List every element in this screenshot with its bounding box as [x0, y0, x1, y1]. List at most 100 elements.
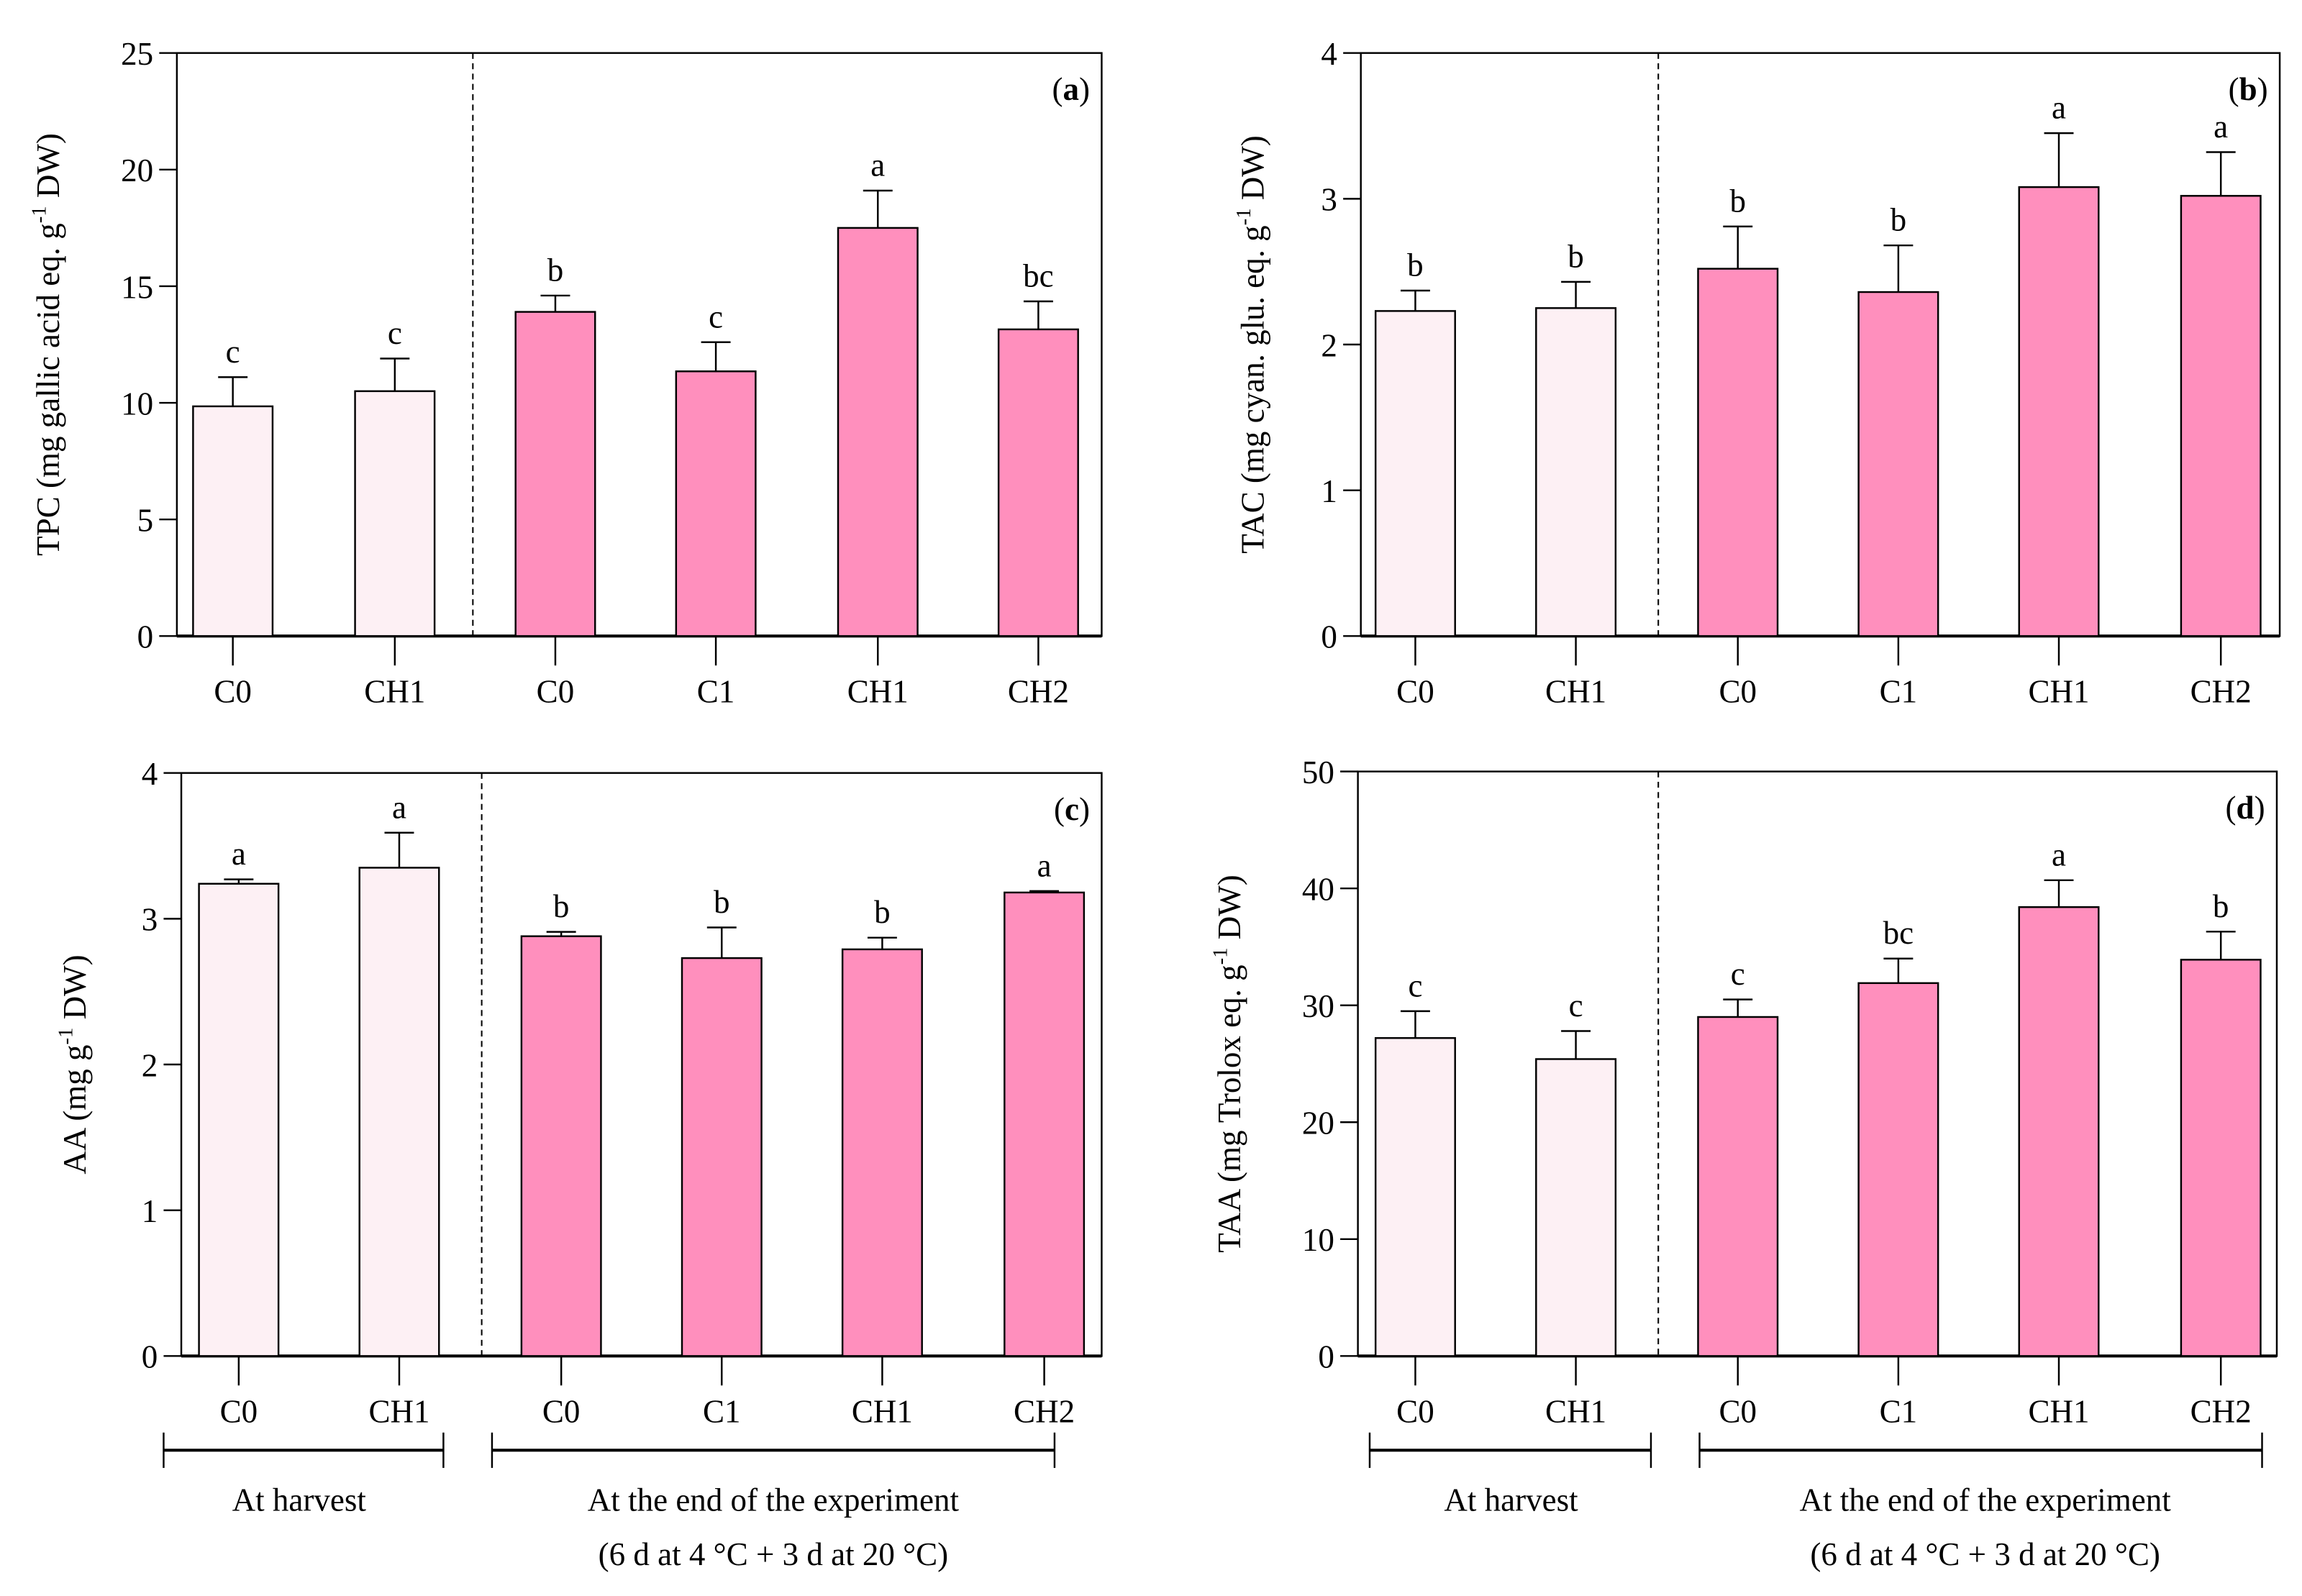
- y-label-superscript: -1: [55, 1028, 78, 1045]
- x-tick-label: CH1: [364, 673, 425, 709]
- bar-c1: [1857, 982, 1939, 1357]
- x-tick-label: CH1: [1545, 673, 1606, 709]
- plot-frame: [1357, 770, 2278, 1357]
- bar-c1: [1857, 291, 1939, 637]
- bar-ch1: [1535, 1058, 1617, 1357]
- panel-letter: a: [1063, 71, 1080, 107]
- y-label-text: TAA (mg Trolox eq. g: [1211, 965, 1247, 1252]
- significance-letter: c: [226, 334, 240, 370]
- y-label-superscript: -1: [28, 206, 51, 223]
- x-tick-label: CH2: [2190, 673, 2252, 709]
- y-label-superscript: -1: [1209, 948, 1232, 965]
- y-label-unit: DW): [1235, 135, 1271, 208]
- plot-frame: [176, 52, 1103, 637]
- y-axis-label: AA (mg g-1 DW): [55, 954, 93, 1174]
- group-brackets: At harvest At the end of the experiment (6…: [163, 1432, 2263, 1572]
- y-tick-label: 5: [137, 503, 154, 539]
- group-label-end-conditions: (6 d at 4 °C + 3 d at 20 °C): [1810, 1536, 2160, 1572]
- x-tick-label: C1: [1880, 1393, 1918, 1429]
- panel-label: (c): [1054, 791, 1090, 827]
- bar-ch1: [841, 948, 923, 1357]
- x-tick-label: C0: [1719, 673, 1757, 709]
- significance-letter: c: [1731, 956, 1745, 992]
- panel-label: (d): [2226, 790, 2265, 826]
- x-tick-label: C0: [542, 1393, 581, 1429]
- plot-frame: [1360, 52, 2281, 637]
- x-tick-label: C0: [1396, 1393, 1434, 1429]
- significance-letter: c: [388, 315, 402, 351]
- significance-letter: a: [870, 147, 885, 183]
- y-tick-label: 3: [142, 902, 158, 938]
- bar-c0: [520, 935, 602, 1357]
- y-tick-label: 3: [1321, 182, 1337, 218]
- y-label-unit: DW): [57, 954, 93, 1027]
- y-label-text: TPC (mg gallic acid eq. g: [30, 223, 66, 556]
- bar-c0: [1697, 268, 1779, 637]
- panel-letter: c: [1065, 791, 1079, 827]
- y-tick-label: 10: [1302, 1222, 1334, 1258]
- x-tick-label: C0: [214, 673, 252, 709]
- y-axis-label: TPC (mg gallic acid eq. g-1 DW): [28, 133, 66, 556]
- y-tick-label: 2: [1321, 327, 1337, 363]
- bar-ch2: [2180, 959, 2262, 1357]
- bar-c0: [514, 311, 596, 637]
- significance-letter: c: [709, 298, 723, 334]
- significance-letter: c: [1408, 967, 1422, 1003]
- significance-letter: bc: [1023, 258, 1054, 294]
- y-tick-label: 1: [1321, 473, 1337, 509]
- panel-a: 0 5 10 15 20 25 TPC (mg gallic acid eq. g-1 DW…: [28, 36, 1103, 709]
- x-tick-label: CH1: [368, 1393, 429, 1429]
- y-axis-label: TAA (mg Trolox eq. g-1 DW): [1209, 875, 1247, 1252]
- y-label-unit: DW): [1211, 875, 1247, 947]
- bar-ch1: [837, 227, 919, 637]
- bar-ch2: [1004, 891, 1086, 1357]
- x-tick-label: CH1: [847, 673, 909, 709]
- y-tick-label: 4: [1321, 36, 1337, 72]
- y-tick-label: 25: [121, 36, 153, 72]
- x-tick-label: CH1: [1545, 1393, 1606, 1429]
- significance-letter: b: [553, 888, 570, 924]
- y-tick-label: 40: [1302, 872, 1334, 908]
- significance-letter: b: [547, 252, 564, 288]
- y-tick-label: 2: [142, 1047, 158, 1083]
- significance-letter: b: [1407, 247, 1424, 283]
- bar-c1: [681, 957, 763, 1357]
- group-label-end: At the end of the experiment: [1800, 1482, 2172, 1518]
- y-tick-label: 30: [1302, 988, 1334, 1024]
- y-tick-label: 0: [137, 619, 154, 655]
- panel-label: (b): [2229, 71, 2268, 107]
- bar-ch1: [1535, 307, 1617, 637]
- y-tick-label: 10: [121, 386, 153, 421]
- y-tick-label: 4: [142, 756, 158, 792]
- y-tick-label: 20: [1302, 1105, 1334, 1141]
- y-tick-label: 1: [142, 1193, 158, 1229]
- x-tick-label: CH1: [2028, 673, 2089, 709]
- group-label-end: At the end of the experiment: [588, 1482, 960, 1518]
- plot-frame: [180, 772, 1103, 1357]
- x-tick-label: CH1: [2028, 1393, 2089, 1429]
- significance-letter: b: [1891, 202, 1907, 238]
- panel-letter: b: [2239, 71, 2257, 107]
- y-tick-label: 0: [1321, 619, 1337, 655]
- bar-c0: [1374, 1037, 1456, 1357]
- bar-ch1: [358, 867, 440, 1357]
- bar-c0: [1697, 1016, 1779, 1357]
- bar-ch2: [997, 328, 1079, 637]
- x-tick-label: C1: [697, 673, 735, 709]
- significance-letter: b: [714, 884, 730, 920]
- x-tick-label: C0: [537, 673, 575, 709]
- y-label-text: TAC (mg cyan. glu. eq. g: [1235, 225, 1271, 553]
- y-label-text: AA (mg g: [57, 1045, 93, 1175]
- significance-letter: a: [232, 836, 246, 872]
- group-label-end-conditions: (6 d at 4 °C + 3 d at 20 °C): [599, 1536, 949, 1572]
- bar-c0: [192, 405, 274, 637]
- x-tick-label: CH2: [2190, 1393, 2252, 1429]
- group-label-harvest: At harvest: [1444, 1482, 1578, 1518]
- bar-c0: [198, 883, 280, 1357]
- y-axis-label: TAC (mg cyan. glu. eq. g-1 DW): [1232, 135, 1270, 554]
- significance-letter: a: [2214, 109, 2228, 145]
- significance-letter: b: [1729, 183, 1746, 219]
- significance-letter: c: [1569, 988, 1583, 1023]
